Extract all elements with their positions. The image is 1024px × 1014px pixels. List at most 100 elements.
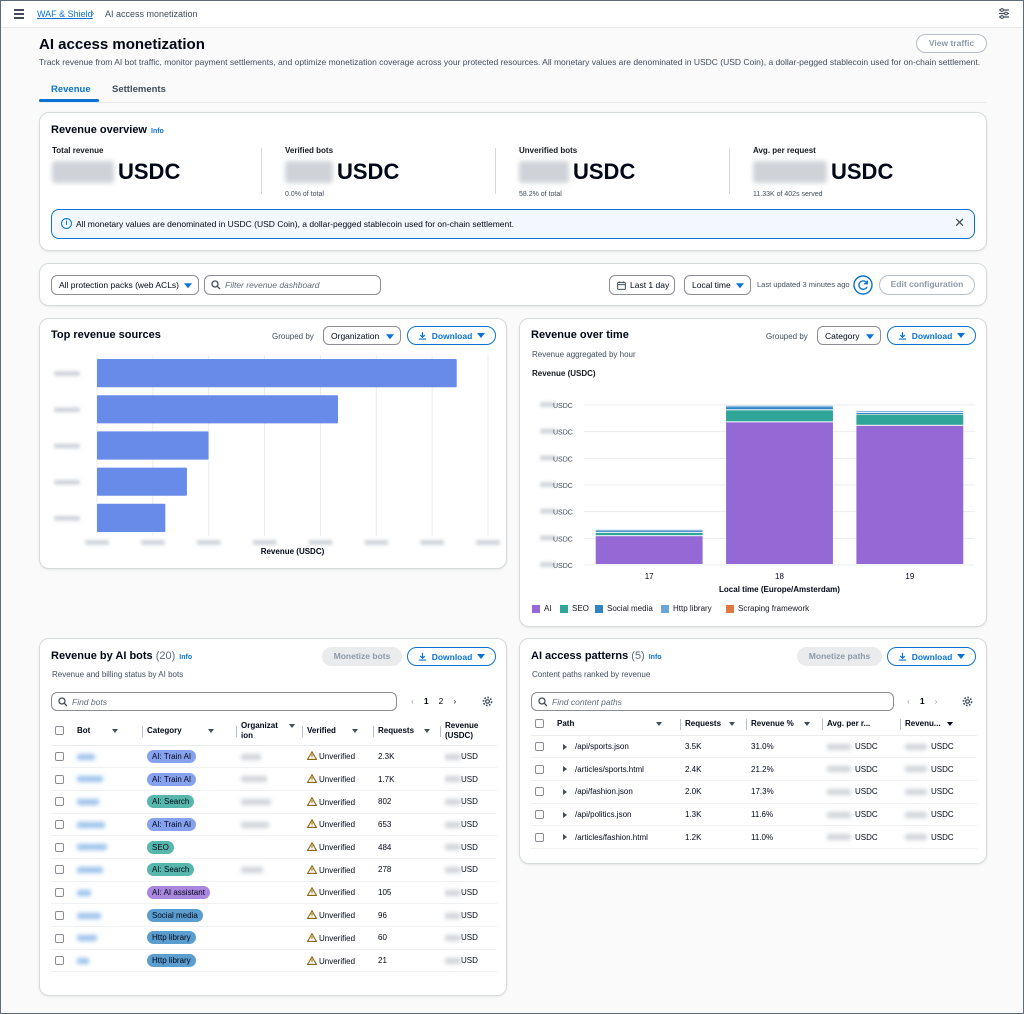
path-cell[interactable]: /articles/fashion.html (553, 825, 681, 849)
date-range-button[interactable]: Last 1 day (609, 275, 675, 295)
table-row[interactable]: AI: Train AI Unverified 2.3K USD (51, 745, 497, 769)
row-checkbox[interactable] (51, 903, 73, 927)
row-checkbox[interactable] (51, 926, 73, 950)
chevron-left-icon[interactable]: ‹ (907, 696, 910, 706)
filter-search-input[interactable]: Filter revenue dashboard (204, 275, 381, 295)
table-row[interactable]: SEO Unverified 484 USD (51, 835, 497, 859)
legend-item[interactable]: Social media (595, 604, 653, 613)
column-header-revenue-pct[interactable]: Revenue % (747, 713, 823, 736)
protection-pack-select[interactable]: All protection packs (web ACLs) (51, 275, 199, 295)
legend-item[interactable]: Http library (661, 604, 712, 613)
monetize-paths-button[interactable]: Monetize paths (797, 647, 882, 666)
table-row[interactable]: /articles/sports.html 2.4K 21.2% USDC USDC (531, 757, 977, 781)
tab-revenue[interactable]: Revenue (51, 84, 91, 95)
table-row[interactable]: /api/politics.json 1.3K 11.6% USDC USDC (531, 803, 977, 827)
column-header-requests[interactable]: Requests (681, 713, 747, 736)
info-link[interactable]: Info (179, 654, 193, 661)
split-panel-icon[interactable] (998, 8, 1010, 19)
breadcrumb-link-waf[interactable]: WAF & Shield (37, 9, 93, 19)
view-traffic-button[interactable]: View traffic (916, 34, 987, 53)
path-cell[interactable]: /articles/sports.html (553, 757, 681, 781)
row-checkbox[interactable] (531, 780, 553, 804)
path-cell[interactable]: /api/sports.json (553, 735, 681, 759)
settings-gear-icon[interactable] (482, 696, 493, 707)
expand-caret-icon[interactable] (563, 766, 567, 773)
edit-configuration-button[interactable]: Edit configuration (879, 275, 975, 295)
refresh-icon[interactable] (853, 275, 873, 295)
download-button[interactable]: Download (407, 326, 496, 345)
bot-link[interactable] (73, 790, 143, 814)
info-link[interactable]: Info (648, 654, 662, 661)
table-row[interactable]: AI: AI assistant Unverified 105 USD (51, 881, 497, 905)
column-header-path[interactable]: Path (553, 713, 681, 736)
row-checkbox[interactable] (531, 803, 553, 827)
column-header-revenue[interactable]: Revenue (USDC) (441, 717, 497, 746)
select-all-checkbox[interactable] (51, 717, 73, 746)
bot-link[interactable] (73, 903, 143, 927)
table-row[interactable]: Http library Unverified 21 USD (51, 949, 497, 973)
legend-item[interactable]: SEO (560, 604, 589, 613)
column-header-verified[interactable]: Verified (303, 717, 374, 746)
legend-item[interactable]: AI (532, 604, 552, 613)
page-1[interactable]: 1 (423, 696, 429, 706)
timezone-select[interactable]: Local time (684, 275, 751, 295)
row-checkbox[interactable] (51, 881, 73, 905)
page-2[interactable]: 2 (438, 696, 444, 706)
row-checkbox[interactable] (531, 735, 553, 759)
find-bots-input[interactable]: Find bots (51, 692, 397, 711)
column-header-avg-per-request[interactable]: Avg. per r... (823, 713, 901, 736)
legend-item[interactable]: Scraping framework (726, 604, 809, 613)
path-cell[interactable]: /api/fashion.json (553, 780, 681, 804)
info-link[interactable]: Info (151, 128, 164, 135)
table-row[interactable]: Social media Unverified 96 USD (51, 903, 497, 927)
bot-link[interactable] (73, 858, 143, 882)
table-row[interactable]: AI: Search Unverified 802 USD (51, 790, 497, 814)
bot-link[interactable] (73, 767, 143, 791)
chevron-right-icon[interactable]: › (934, 696, 938, 706)
bot-link[interactable] (73, 745, 143, 769)
expand-caret-icon[interactable] (563, 789, 567, 796)
column-header-organization[interactable]: Organizat ion (237, 717, 303, 746)
path-cell[interactable]: /api/politics.json (553, 803, 681, 827)
select-all-checkbox[interactable] (531, 713, 553, 736)
row-checkbox[interactable] (51, 745, 73, 769)
table-row[interactable]: /articles/fashion.html 1.2K 11.0% USDC USDC (531, 825, 977, 849)
tab-settlements[interactable]: Settlements (112, 84, 166, 95)
expand-caret-icon[interactable] (563, 743, 567, 750)
monetize-bots-button[interactable]: Monetize bots (322, 647, 402, 666)
column-header-requests[interactable]: Requests (374, 717, 441, 746)
chevron-right-icon[interactable]: › (453, 696, 457, 706)
grouped-by-select[interactable]: Organization (323, 326, 401, 345)
bot-link[interactable] (73, 881, 143, 905)
download-button[interactable]: Download (887, 326, 976, 345)
column-header-bot[interactable]: Bot (73, 717, 143, 746)
table-row[interactable]: AI: Train AI Unverified 1.7K USD (51, 767, 497, 791)
bot-link[interactable] (73, 813, 143, 837)
page-1[interactable]: 1 (919, 696, 925, 706)
row-checkbox[interactable] (531, 757, 553, 781)
table-row[interactable]: AI: Train AI Unverified 653 USD (51, 813, 497, 837)
settings-gear-icon[interactable] (962, 696, 973, 707)
column-header-revenue[interactable]: Revenu... (901, 713, 977, 736)
bot-link[interactable] (73, 949, 143, 973)
download-button[interactable]: Download (887, 647, 976, 666)
download-button[interactable]: Download (407, 647, 496, 666)
category-select[interactable]: Category (817, 326, 881, 345)
row-checkbox[interactable] (51, 835, 73, 859)
row-checkbox[interactable] (51, 813, 73, 837)
table-row[interactable]: /api/fashion.json 2.0K 17.3% USDC USDC (531, 780, 977, 804)
table-row[interactable]: AI: Search Unverified 278 USD (51, 858, 497, 882)
find-paths-input[interactable]: Find content paths (531, 692, 894, 711)
row-checkbox[interactable] (51, 858, 73, 882)
column-header-category[interactable]: Category (143, 717, 237, 746)
row-checkbox[interactable] (51, 767, 73, 791)
bot-link[interactable] (73, 926, 143, 950)
row-checkbox[interactable] (51, 790, 73, 814)
table-row[interactable]: Http library Unverified 60 USD (51, 926, 497, 950)
expand-caret-icon[interactable] (563, 811, 567, 818)
close-icon[interactable]: ✕ (954, 215, 965, 230)
table-row[interactable]: /api/sports.json 3.5K 31.0% USDC USDC (531, 735, 977, 759)
expand-caret-icon[interactable] (563, 834, 567, 841)
bot-link[interactable] (73, 835, 143, 859)
row-checkbox[interactable] (51, 949, 73, 973)
